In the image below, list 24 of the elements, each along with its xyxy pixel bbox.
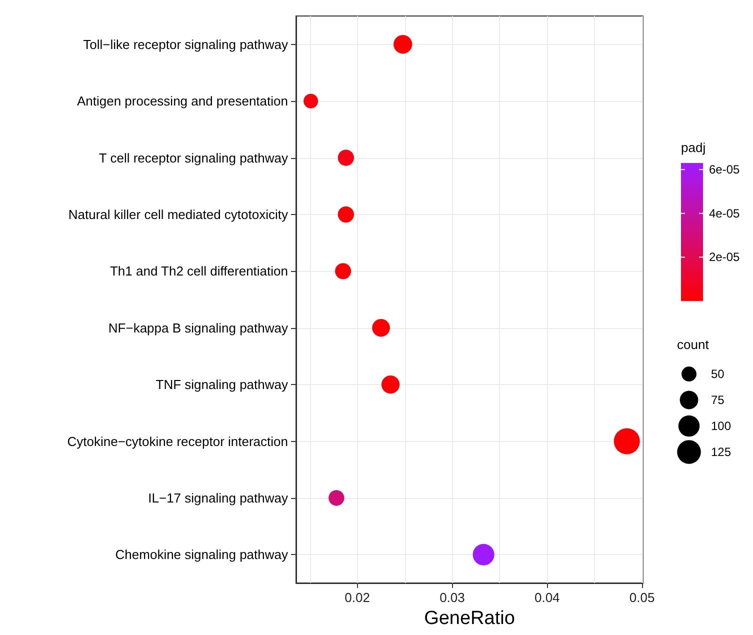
color-bar-label: 2e-05 — [709, 250, 740, 264]
legend-label: 100 — [711, 419, 732, 433]
color-bar-label: 4e-05 — [709, 206, 740, 220]
y-tick-label: Th1 and Th2 cell differentiation — [110, 264, 288, 279]
x-tick-label: 0.03 — [440, 590, 465, 605]
y-tick-label: Cytokine−cytokine receptor interaction — [67, 434, 288, 449]
x-tick-label: 0.02 — [344, 590, 370, 605]
color-bar-label: 6e-05 — [709, 162, 740, 177]
color-bar-title: padj — [681, 140, 706, 155]
y-tick-label: Toll−like receptor signaling pathway — [83, 36, 288, 52]
y-tick-label: T cell receptor signaling pathway — [98, 150, 288, 166]
y-tick-label: TNF signaling pathway — [156, 377, 288, 392]
y-tick-label: IL−17 signaling pathway — [148, 490, 288, 506]
y-tick-label: NF−kappa B signaling pathway — [108, 320, 288, 336]
legend-label: 125 — [711, 445, 732, 459]
legend-label: 75 — [711, 393, 725, 407]
x-axis-title: GeneRatio — [424, 608, 515, 629]
legend-label: 50 — [711, 367, 725, 381]
y-tick-label: Natural killer cell mediated cytotoxicity — [68, 206, 288, 222]
y-tick-label: Antigen processing and presentation — [76, 94, 288, 109]
x-tick-label: 0.04 — [534, 590, 560, 605]
y-tick-label: Chemokine signaling pathway — [115, 547, 288, 562]
x-tick-label: 0.05 — [629, 590, 655, 605]
legend-title: count — [677, 337, 710, 352]
